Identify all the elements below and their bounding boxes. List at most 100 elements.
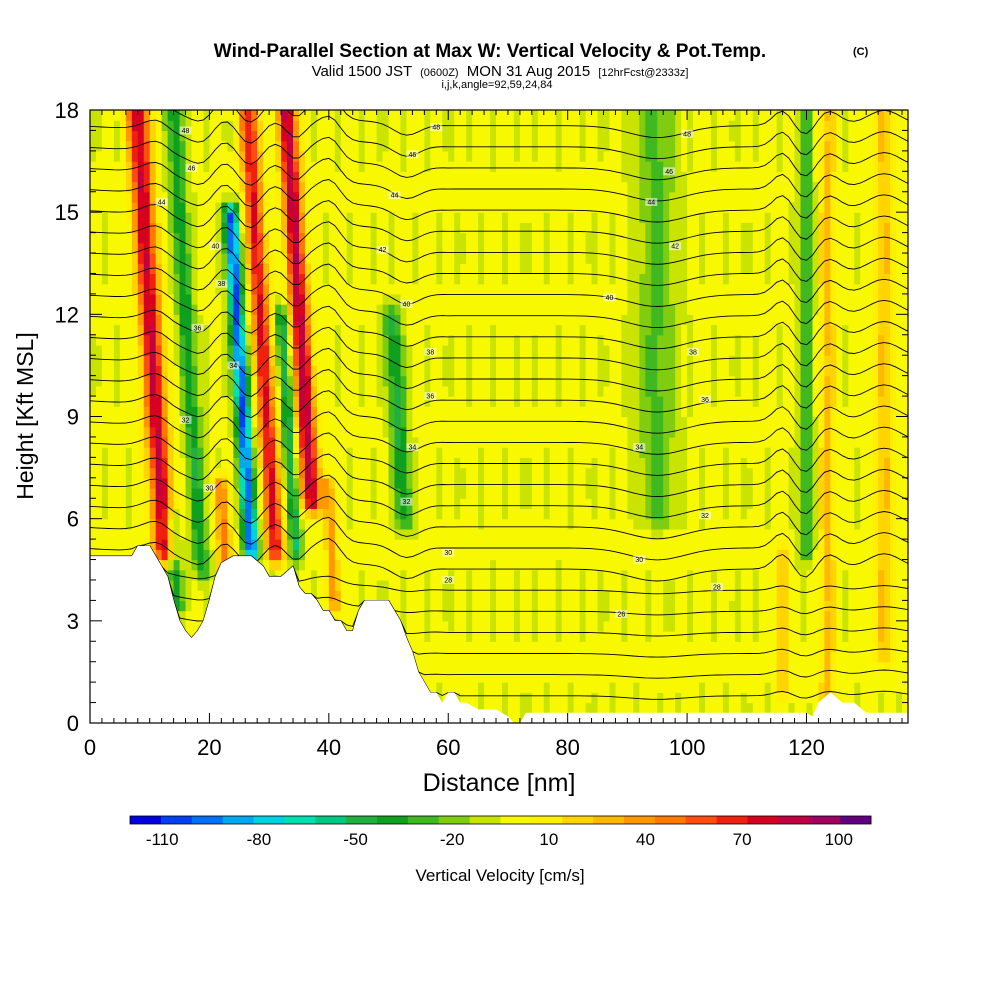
velocity-cell [884, 661, 891, 673]
velocity-cell [173, 365, 181, 489]
velocity-cell [710, 324, 718, 407]
velocity-cell [293, 549, 300, 561]
velocity-cell [370, 447, 378, 520]
contour-label-bg [376, 245, 389, 254]
velocity-cell [424, 406, 431, 571]
colorbar-tick-label: -80 [247, 830, 272, 849]
velocity-cell [609, 518, 617, 683]
velocity-cell [161, 559, 169, 571]
contour-label: 46 [188, 165, 196, 172]
y-tick-label: 6 [67, 507, 79, 532]
velocity-cell [251, 191, 258, 244]
velocity-cell [388, 314, 396, 336]
contour-label: 34 [409, 445, 417, 452]
velocity-cell [304, 110, 312, 223]
velocity-cell [519, 110, 527, 223]
velocity-cell [806, 559, 814, 571]
velocity-cell [400, 528, 408, 540]
velocity-cell [328, 488, 336, 520]
contour-label: 42 [379, 247, 387, 254]
contour-label: 38 [217, 281, 225, 288]
velocity-cell [585, 467, 593, 499]
velocity-cell [293, 426, 300, 448]
velocity-cell [143, 334, 151, 356]
velocity-cell [155, 293, 163, 315]
velocity-cell [245, 436, 252, 448]
velocity-cell [567, 110, 575, 213]
velocity-cell [149, 396, 157, 428]
velocity-cell [293, 171, 300, 193]
velocity-cell [155, 396, 163, 428]
velocity-cell [281, 191, 288, 213]
velocity-cell [669, 436, 676, 530]
velocity-cell [113, 120, 121, 162]
velocity-cell [197, 569, 205, 581]
velocity-cell [269, 528, 276, 550]
velocity-cell [621, 314, 628, 418]
velocity-cell [287, 273, 294, 295]
velocity-cell [293, 457, 300, 479]
velocity-cell [173, 232, 181, 275]
velocity-cell [119, 140, 127, 723]
contour-label: 26 [618, 612, 626, 619]
velocity-cell [663, 579, 670, 632]
velocity-cell [143, 375, 151, 407]
velocity-cell [293, 140, 300, 162]
velocity-cell [251, 539, 258, 550]
velocity-cell [298, 559, 306, 571]
contour-label: 40 [211, 244, 219, 251]
velocity-cell [191, 569, 199, 581]
velocity-cell [543, 682, 551, 723]
velocity-cell [609, 447, 617, 520]
velocity-cell [95, 110, 103, 152]
velocity-cell [585, 702, 593, 723]
velocity-cell [298, 314, 306, 407]
contour-label-bg [209, 242, 222, 251]
y-tick-label: 15 [55, 200, 79, 225]
velocity-cell [645, 161, 652, 336]
velocity-cell [298, 426, 306, 448]
velocity-cell [310, 161, 318, 305]
velocity-cell [275, 406, 282, 428]
velocity-cell [143, 110, 151, 121]
velocity-cell [388, 283, 396, 295]
contour-label-bg [698, 395, 711, 404]
velocity-cell [818, 212, 826, 285]
contour-label-bg [698, 511, 711, 520]
velocity-cell [878, 569, 885, 642]
velocity-cell [645, 518, 652, 530]
velocity-cell [155, 365, 163, 397]
velocity-cell [239, 355, 246, 367]
velocity-cell [442, 110, 449, 152]
terrain-mask [90, 545, 908, 723]
velocity-cell [281, 110, 288, 121]
colorbar-label: Vertical Velocity [cm/s] [415, 866, 584, 885]
velocity-cell [227, 528, 234, 571]
velocity-cell [328, 477, 336, 489]
velocity-cell [293, 161, 300, 172]
velocity-cell [251, 549, 258, 561]
velocity-cell [287, 253, 294, 275]
velocity-cell [633, 110, 640, 530]
theta-contour-line [90, 200, 908, 244]
velocity-cell [328, 518, 336, 601]
velocity-cell [651, 110, 658, 520]
velocity-cell [137, 110, 145, 172]
velocity-cell [579, 641, 587, 723]
copyright-mark: (C) [853, 46, 869, 58]
velocity-cell [478, 447, 485, 530]
velocity-cell [155, 314, 163, 346]
velocity-cell [191, 528, 199, 561]
velocity-cell [310, 110, 318, 162]
velocity-cell [221, 467, 228, 479]
velocity-cell [728, 120, 736, 142]
velocity-cell [173, 488, 181, 510]
velocity-cell [125, 120, 133, 142]
velocity-cell [722, 212, 730, 285]
velocity-cell [251, 477, 258, 499]
velocity-cell [316, 447, 324, 469]
velocity-cell [728, 355, 736, 377]
velocity-cell [161, 416, 169, 438]
velocity-cell [400, 304, 408, 336]
velocity-cell [245, 406, 252, 418]
